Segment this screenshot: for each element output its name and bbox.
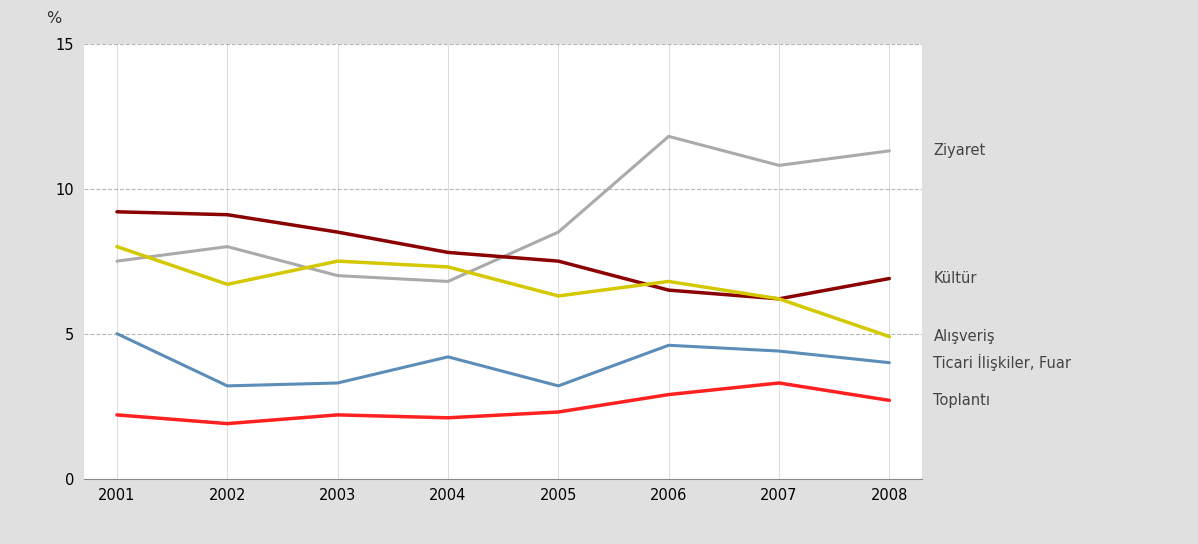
Text: %: % [47, 11, 61, 26]
Text: Ziyaret: Ziyaret [933, 144, 986, 158]
Text: Ticari İlişkiler, Fuar: Ticari İlişkiler, Fuar [933, 354, 1071, 371]
Text: Kültür: Kültür [933, 271, 978, 286]
Text: Toplantı: Toplantı [933, 393, 991, 408]
Text: Alışveriş: Alışveriş [933, 329, 996, 344]
